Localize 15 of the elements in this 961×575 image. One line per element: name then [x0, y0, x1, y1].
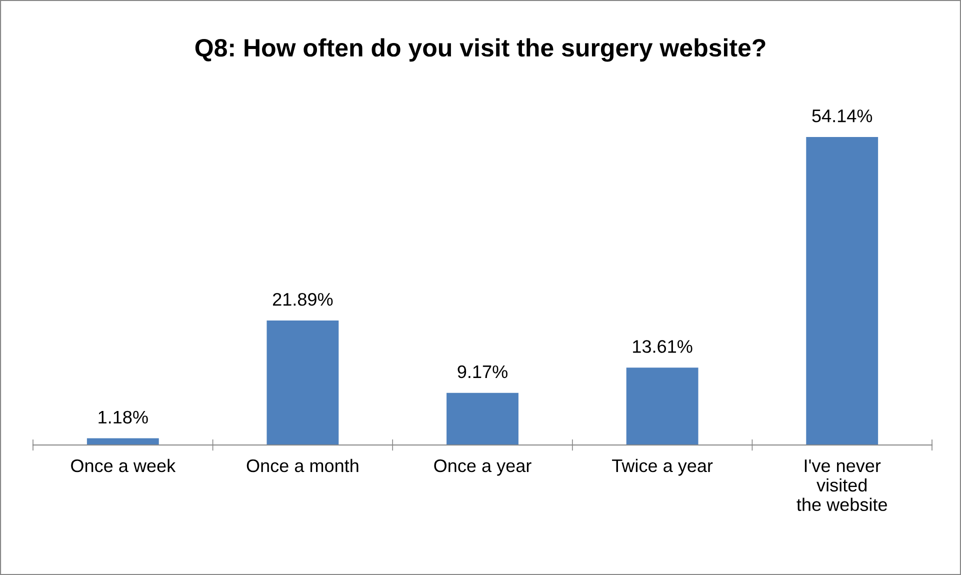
data-label: 1.18%: [98, 410, 148, 424]
data-label: 13.61%: [633, 340, 692, 353]
x-tick-label: Once a year: [434, 459, 532, 476]
data-label: 9.17%: [458, 365, 508, 378]
bar: [806, 136, 878, 445]
x-tick-label: Twice a year: [612, 458, 713, 476]
data-label: 21.89%: [272, 292, 333, 306]
x-tick-label: Once a month: [246, 458, 358, 472]
bar: [266, 320, 339, 445]
data-label: 54.14%: [812, 110, 872, 122]
x-tick-label: Once a week: [71, 458, 176, 472]
x-tick-label: I've never visited the website: [796, 460, 887, 512]
chart-title: Q8: How often do you visit the surgery website?: [195, 38, 766, 62]
bar: [626, 368, 698, 445]
bar: [446, 392, 518, 445]
